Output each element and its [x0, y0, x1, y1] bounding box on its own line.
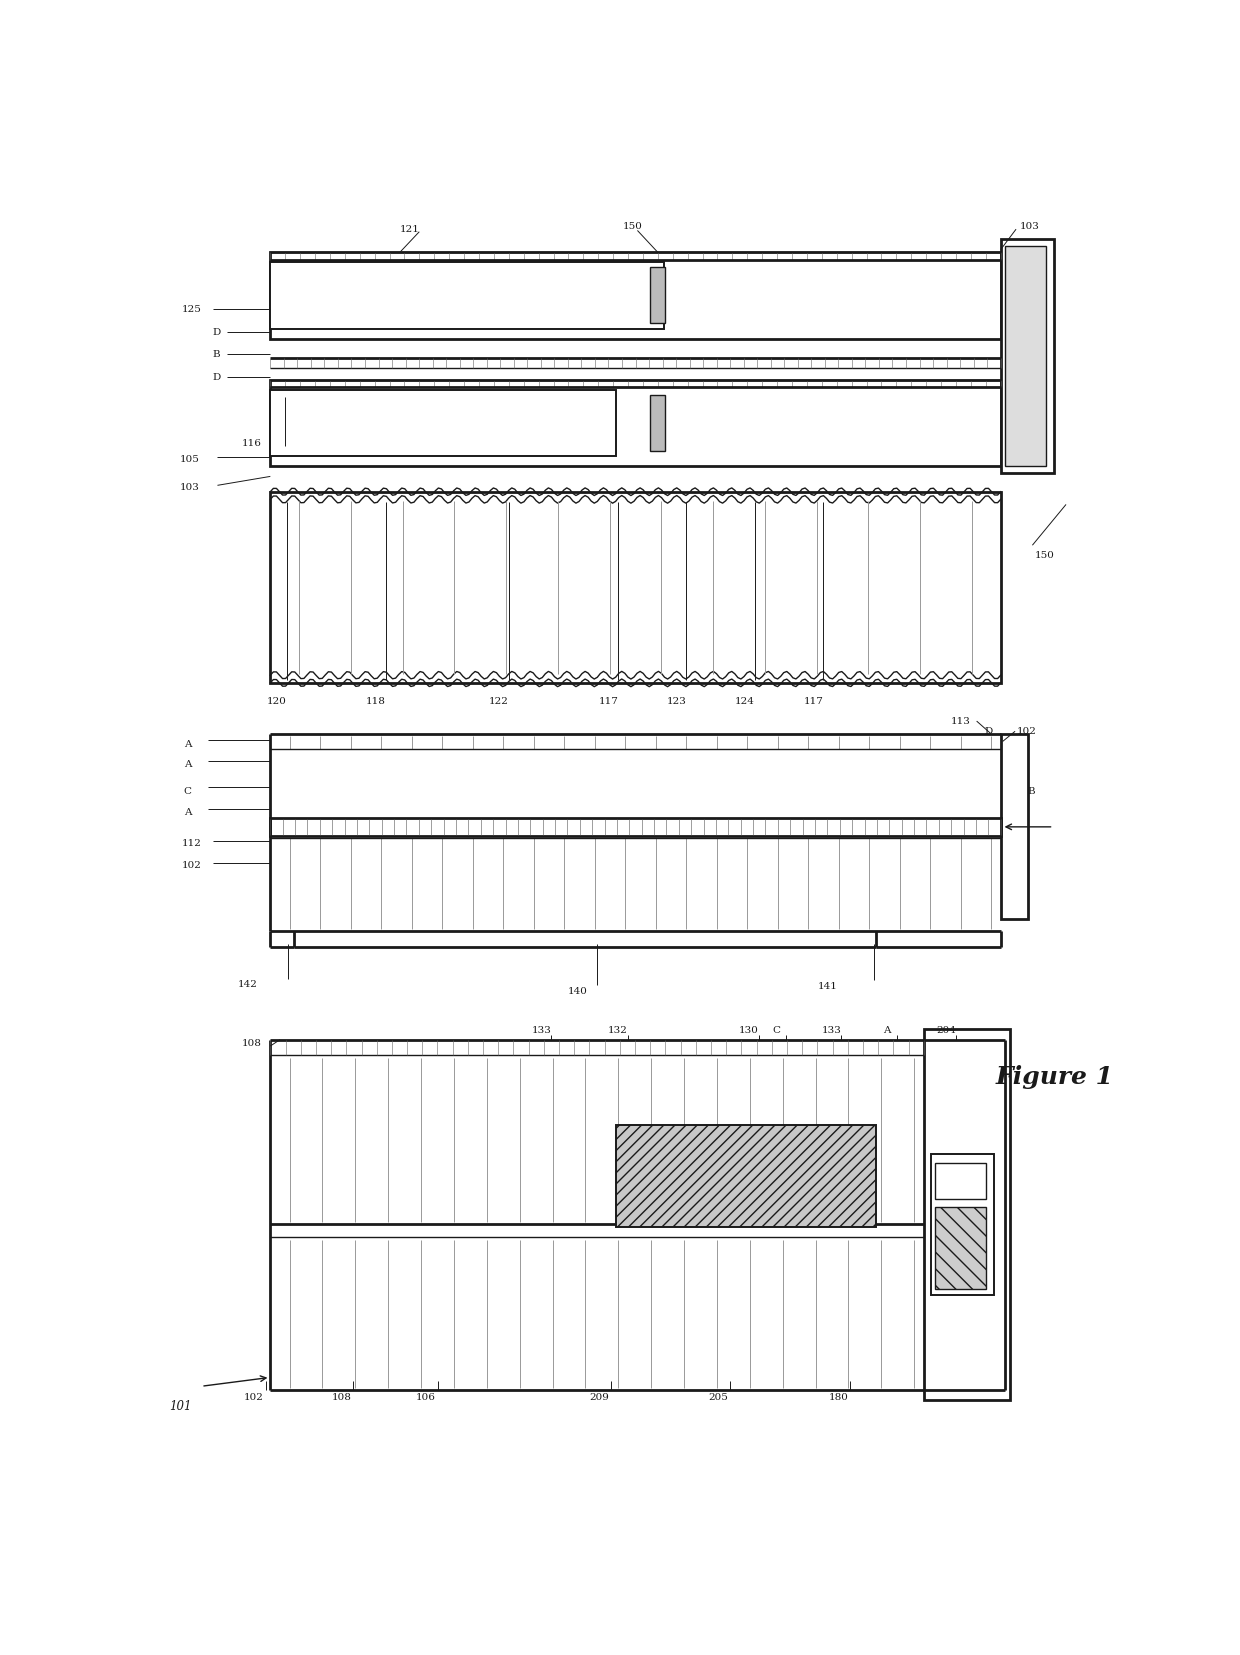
Text: 122: 122 [489, 697, 508, 707]
Text: 209: 209 [589, 1394, 609, 1402]
Bar [616, 1125, 875, 1226]
Text: 101: 101 [170, 1400, 192, 1413]
Text: B: B [1028, 786, 1035, 796]
Bar [935, 1163, 986, 1198]
Bar [1006, 245, 1045, 467]
Text: 118: 118 [366, 697, 386, 707]
Bar [650, 396, 666, 450]
Bar [270, 379, 1001, 467]
Text: 130: 130 [739, 1026, 759, 1036]
Text: 102: 102 [182, 861, 202, 869]
Text: 125: 125 [182, 305, 202, 314]
Text: 133: 133 [822, 1026, 842, 1036]
Text: 150: 150 [1035, 551, 1055, 559]
Text: 121: 121 [401, 225, 420, 233]
Text: A: A [184, 808, 191, 818]
Text: 140: 140 [568, 986, 588, 996]
Text: 141: 141 [817, 981, 838, 991]
Text: A: A [184, 740, 191, 748]
Text: 132: 132 [609, 1026, 629, 1036]
Bar [270, 492, 1001, 684]
Text: 124: 124 [735, 697, 755, 707]
Text: 102: 102 [244, 1394, 264, 1402]
Text: 108: 108 [242, 1039, 262, 1048]
Text: 117: 117 [804, 697, 823, 707]
Text: 150: 150 [622, 222, 642, 232]
Text: C: C [184, 786, 192, 796]
Text: C: C [773, 1026, 781, 1036]
Text: 180: 180 [828, 1394, 848, 1402]
Bar [1001, 240, 1054, 473]
Text: 105: 105 [180, 455, 200, 465]
Text: 123: 123 [667, 697, 687, 707]
Bar [270, 252, 1001, 339]
Text: 117: 117 [599, 697, 619, 707]
Bar [1001, 733, 1028, 919]
Bar [931, 1155, 994, 1294]
Text: 133: 133 [532, 1026, 552, 1036]
Text: 102: 102 [1017, 727, 1037, 736]
Bar [270, 261, 665, 329]
Bar [270, 818, 1001, 836]
Text: A: A [184, 760, 191, 770]
Text: 120: 120 [267, 697, 286, 707]
Text: 103: 103 [180, 483, 200, 493]
Text: 106: 106 [417, 1394, 436, 1402]
Text: 142: 142 [237, 980, 257, 990]
Text: Figure 1: Figure 1 [996, 1066, 1114, 1089]
Text: 204: 204 [936, 1026, 956, 1036]
Text: 108: 108 [331, 1394, 351, 1402]
Bar [924, 1029, 1011, 1400]
Bar [650, 268, 666, 323]
Text: 112: 112 [182, 839, 202, 847]
Text: 116: 116 [242, 439, 262, 449]
Text: D: D [213, 372, 221, 382]
Text: A: A [884, 1026, 892, 1036]
Text: D: D [985, 727, 992, 736]
Text: 103: 103 [1019, 222, 1040, 232]
Text: 205: 205 [708, 1394, 728, 1402]
Bar [935, 1206, 986, 1289]
Bar [270, 389, 616, 457]
Text: D: D [213, 328, 221, 338]
Text: 113: 113 [951, 717, 971, 725]
Text: B: B [213, 349, 221, 359]
